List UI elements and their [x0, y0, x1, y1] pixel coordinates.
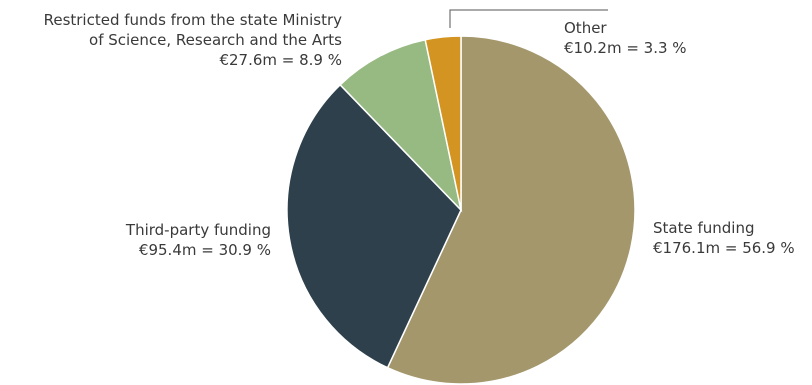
value-other: €10.2m = 3.3 % [564, 39, 687, 57]
slice-third-party-funding [286, 83, 462, 369]
slice-state-funding [386, 35, 636, 385]
label-restricted-funds-line1: Restricted funds from the state Ministry [44, 11, 343, 29]
label-third-party-funding: Third-party funding [125, 221, 271, 239]
value-third-party-funding: €95.4m = 30.9 % [139, 241, 271, 259]
slice-restricted-funds [339, 38, 463, 213]
value-state-funding: €176.1m = 56.9 % [653, 239, 795, 257]
label-other: Other [564, 19, 607, 37]
label-restricted-funds-line2: of Science, Research and the Arts [89, 31, 342, 49]
value-restricted-funds: €27.6m = 8.9 % [219, 51, 342, 69]
other-leader-line [449, 9, 608, 28]
label-state-funding: State funding [653, 219, 754, 237]
pie-slices [286, 35, 636, 385]
slice-other [424, 35, 462, 211]
